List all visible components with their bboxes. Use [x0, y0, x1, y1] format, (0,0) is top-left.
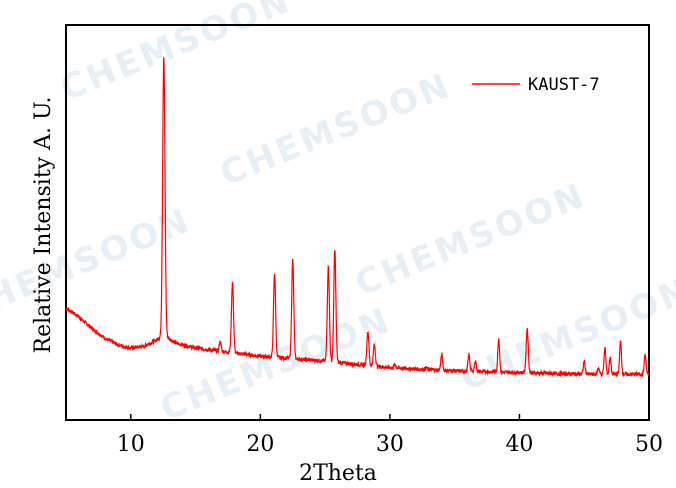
- legend-label: KAUST-7: [528, 75, 600, 95]
- x-tick-label: 10: [117, 432, 145, 457]
- watermark-text: CHEMSOON: [455, 270, 676, 399]
- x-tick-label: 30: [376, 432, 404, 457]
- legend: KAUST-7: [472, 75, 600, 95]
- series-line-kaust-7: [65, 57, 650, 378]
- x-tick-label: 50: [635, 432, 663, 457]
- watermark-text: CHEMSOON: [0, 200, 197, 329]
- x-tick-label: 20: [246, 432, 274, 457]
- y-axis-title: Relative Intensity A. U.: [31, 97, 56, 354]
- x-tick-label: 40: [505, 432, 533, 457]
- watermark-text: CHEMSOON: [215, 65, 457, 194]
- watermark-text: CHEMSOON: [55, 0, 297, 109]
- watermark-layer: CHEMSOONCHEMSOONCHEMSOONCHEMSOONCHEMSOON…: [0, 0, 676, 429]
- x-axis-title: 2Theta: [299, 461, 377, 486]
- watermark-text: CHEMSOON: [350, 175, 592, 304]
- x-axis: 10 20 30 40 50: [117, 414, 663, 457]
- series-layer: [65, 57, 650, 378]
- plot-frame: [65, 24, 650, 421]
